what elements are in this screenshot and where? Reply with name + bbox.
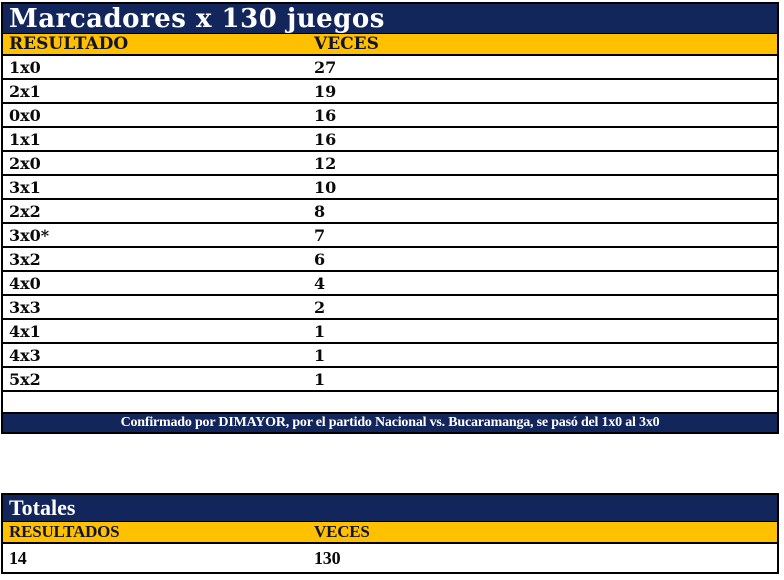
result-cell: 1x0 [9,57,41,77]
count-cell: 1 [314,345,326,365]
column-header-veces: VECES [314,34,379,54]
dimayor-note-bar: Confirmado por DIMAYOR, por el partido N… [3,414,777,432]
result-cell: 3x1 [9,177,41,197]
marcadores-header-row: RESULTADO VECES [3,34,777,56]
count-cell: 8 [314,201,326,221]
table-row: 1x1 16 [3,128,777,152]
count-cell: 16 [314,105,337,125]
count-cell: 19 [314,81,337,101]
result-cell: 2x2 [9,201,41,221]
table-row: 5x2 1 [3,368,777,392]
result-cell: 0x0 [9,105,41,125]
marcadores-title-bar: Marcadores x 130 juegos [3,4,777,34]
table-row: 14 130 [3,544,777,572]
column-header-resultados: RESULTADOS [9,522,120,541]
count-cell: 4 [314,273,326,293]
result-cell: 2x0 [9,153,41,173]
table-row: 4x0 4 [3,272,777,296]
result-cell: 4x0 [9,273,41,293]
result-cell: 2x1 [9,81,41,101]
marcadores-table: Marcadores x 130 juegos RESULTADO VECES … [1,2,779,434]
marcadores-title: Marcadores x 130 juegos [9,3,385,34]
result-cell: 5x2 [9,369,41,389]
dimayor-note-text: Confirmado por DIMAYOR, por el partido N… [120,415,660,430]
result-cell: 4x3 [9,345,41,365]
totales-table: Totales RESULTADOS VECES 14 130 [1,493,779,574]
totales-title: Totales [9,495,76,520]
table-row: 4x1 1 [3,320,777,344]
count-cell: 12 [314,153,337,173]
table-row: 3x2 6 [3,248,777,272]
table-row: 0x0 16 [3,104,777,128]
count-cell: 27 [314,57,337,77]
count-cell: 10 [314,177,337,197]
result-cell: 4x1 [9,321,41,341]
count-cell: 1 [314,321,326,341]
count-cell: 6 [314,249,326,269]
count-cell: 130 [314,547,341,568]
empty-row [3,392,777,414]
table-row: 3x1 10 [3,176,777,200]
result-cell: 14 [9,547,27,568]
count-cell: 1 [314,369,326,389]
result-cell: 3x3 [9,297,41,317]
totales-title-bar: Totales [3,495,777,522]
column-header-resultado: RESULTADO [9,34,129,54]
count-cell: 7 [314,225,326,245]
totales-rows: 14 130 [3,544,777,572]
table-row: 2x2 8 [3,200,777,224]
result-cell: 3x0* [9,225,50,245]
table-row: 2x0 12 [3,152,777,176]
column-header-veces-total: VECES [314,522,370,541]
table-row: 3x3 2 [3,296,777,320]
table-row: 2x1 19 [3,80,777,104]
count-cell: 16 [314,129,337,149]
totales-header-row: RESULTADOS VECES [3,522,777,544]
table-row: 1x0 27 [3,56,777,80]
table-row: 4x3 1 [3,344,777,368]
count-cell: 2 [314,297,326,317]
result-cell: 1x1 [9,129,41,149]
table-row: 3x0* 7 [3,224,777,248]
marcadores-rows: 1x0 27 2x1 19 0x0 16 1x1 16 2x0 12 3x1 10 2x2 8 3x0* 7 3… [3,56,777,392]
result-cell: 3x2 [9,249,41,269]
